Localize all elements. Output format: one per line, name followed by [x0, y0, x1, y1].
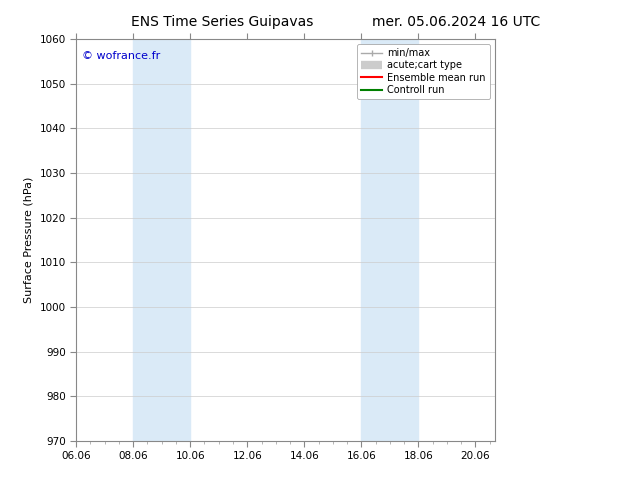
Bar	[133, 39, 190, 441]
Text: ENS Time Series Guipavas: ENS Time Series Guipavas	[131, 15, 313, 29]
Y-axis label: Surface Pressure (hPa): Surface Pressure (hPa)	[24, 177, 34, 303]
Bar	[361, 39, 418, 441]
Legend: min/max, acute;cart type, Ensemble mean run, Controll run: min/max, acute;cart type, Ensemble mean …	[357, 44, 489, 99]
Text: © wofrance.fr: © wofrance.fr	[82, 51, 160, 61]
Text: mer. 05.06.2024 16 UTC: mer. 05.06.2024 16 UTC	[372, 15, 541, 29]
